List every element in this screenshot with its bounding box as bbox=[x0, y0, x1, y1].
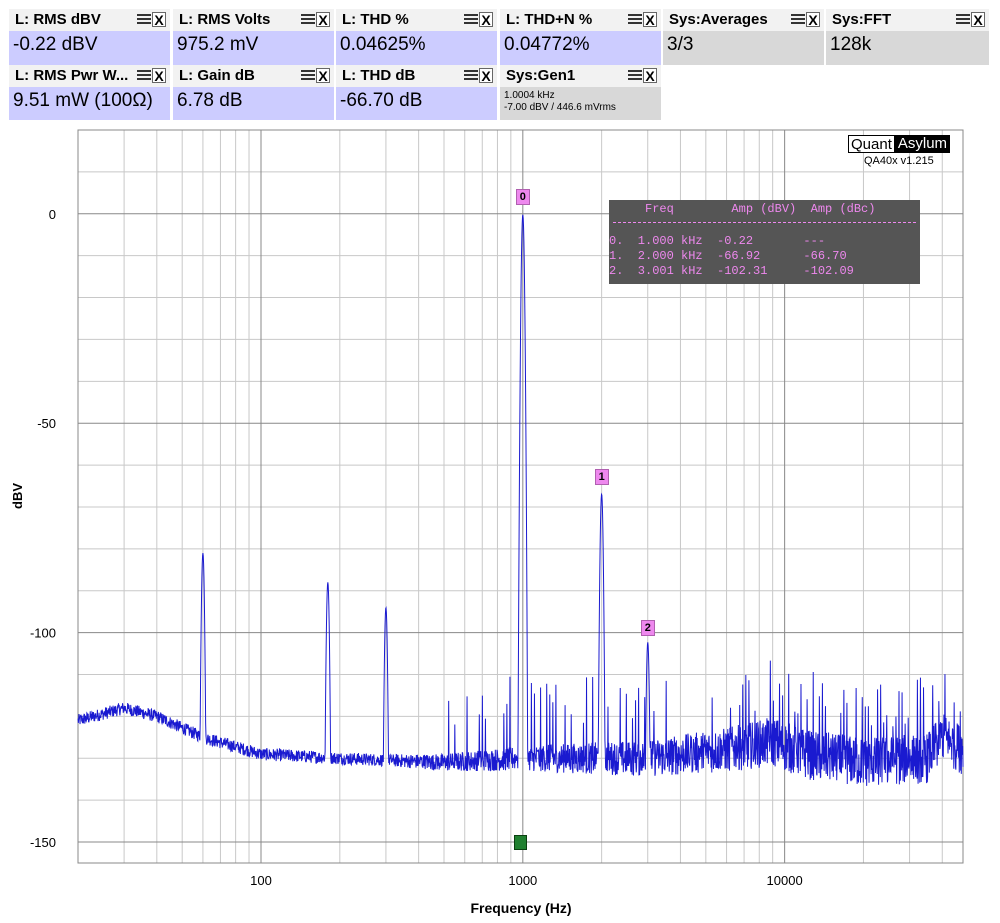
widget-controls: X bbox=[956, 12, 985, 28]
widget-controls: X bbox=[628, 68, 657, 84]
close-icon[interactable]: X bbox=[643, 68, 657, 84]
y-tick-label: -50 bbox=[37, 416, 56, 431]
widget-value: 0.04625% bbox=[336, 31, 497, 65]
menu-icon[interactable] bbox=[628, 68, 642, 82]
widget-title: Sys:FFT X bbox=[826, 9, 989, 31]
widget-rms-dbv[interactable]: L: RMS dBV X -0.22 dBV bbox=[9, 9, 170, 65]
marker-label-1[interactable]: 1 bbox=[594, 469, 609, 486]
widget-controls: X bbox=[464, 68, 493, 84]
widget-thdn-percent[interactable]: L: THD+N % X 0.04772% bbox=[500, 9, 661, 65]
widget-title-label: L: THD+N % bbox=[506, 11, 593, 28]
widget-controls: X bbox=[137, 68, 166, 84]
widget-title: L: THD dB X bbox=[336, 65, 497, 87]
menu-icon[interactable] bbox=[301, 12, 315, 26]
menu-icon[interactable] bbox=[301, 68, 315, 82]
y-tick-label: 0 bbox=[49, 207, 56, 222]
software-version: QA40x v1.215 bbox=[864, 155, 934, 167]
widget-title-label: Sys:FFT bbox=[832, 11, 892, 28]
marker-table-header: Freq Amp (dBV) Amp (dBc) bbox=[609, 202, 876, 216]
widget-title: L: RMS Volts X bbox=[173, 9, 334, 31]
marker-table-divider bbox=[613, 222, 916, 223]
widget-generator[interactable]: Sys:Gen1 X 1.0004 kHz -7.00 dBV / 446.6 … bbox=[500, 65, 661, 120]
widget-value: -0.22 dBV bbox=[9, 31, 170, 65]
menu-icon[interactable] bbox=[628, 12, 642, 26]
widget-value: 6.78 dB bbox=[173, 87, 334, 120]
brand-part2: Asylum bbox=[894, 135, 951, 153]
x-tick-label: 10000 bbox=[767, 873, 803, 888]
brand-logo: Quant Asylum bbox=[848, 135, 951, 153]
widget-value: 975.2 mV bbox=[173, 31, 334, 65]
marker-table-row: 1. 2.000 kHz -66.92 -66.70 bbox=[609, 249, 847, 263]
widget-title: L: THD+N % X bbox=[500, 9, 661, 31]
menu-icon[interactable] bbox=[791, 12, 805, 26]
widget-title: Sys:Averages X bbox=[663, 9, 824, 31]
close-icon[interactable]: X bbox=[152, 12, 166, 28]
generator-level: -7.00 dBV / 446.6 mVrms bbox=[504, 102, 616, 113]
spectrum-trace bbox=[77, 214, 964, 786]
widget-controls: X bbox=[301, 68, 330, 84]
widget-value: 1.0004 kHz -7.00 dBV / 446.6 mVrms bbox=[500, 87, 661, 120]
marker-table-row: 2. 3.001 kHz -102.31 -102.09 bbox=[609, 264, 854, 278]
close-icon[interactable]: X bbox=[479, 68, 493, 84]
menu-icon[interactable] bbox=[137, 12, 151, 26]
widget-controls: X bbox=[464, 12, 493, 28]
widget-title-label: L: Gain dB bbox=[179, 67, 255, 84]
widget-title: Sys:Gen1 X bbox=[500, 65, 661, 87]
y-axis-label: dBV bbox=[10, 483, 25, 509]
widget-controls: X bbox=[301, 12, 330, 28]
widget-rms-power[interactable]: L: RMS Pwr W... X 9.51 mW (100Ω) bbox=[9, 65, 170, 120]
widget-controls: X bbox=[791, 12, 820, 28]
menu-icon[interactable] bbox=[464, 12, 478, 26]
widget-title: L: RMS Pwr W... X bbox=[9, 65, 170, 87]
widget-value: 128k bbox=[826, 31, 989, 65]
menu-icon[interactable] bbox=[464, 68, 478, 82]
close-icon[interactable]: X bbox=[806, 12, 820, 28]
widget-title: L: Gain dB X bbox=[173, 65, 334, 87]
plot-frame bbox=[77, 129, 964, 864]
widget-title-label: L: THD dB bbox=[342, 67, 416, 84]
x-axis-label: Frequency (Hz) bbox=[470, 900, 571, 916]
widget-thd-percent[interactable]: L: THD % X 0.04625% bbox=[336, 9, 497, 65]
y-tick-label: -100 bbox=[30, 626, 56, 641]
brand-part1: Quant bbox=[848, 135, 895, 153]
widget-fft-size[interactable]: Sys:FFT X 128k bbox=[826, 9, 989, 65]
close-icon[interactable]: X bbox=[643, 12, 657, 28]
widget-title: L: THD % X bbox=[336, 9, 497, 31]
y-tick-label: -150 bbox=[30, 835, 56, 850]
marker-table: Freq Amp (dBV) Amp (dBc) 0. 1.000 kHz -0… bbox=[609, 200, 920, 284]
widget-title-label: L: RMS dBV bbox=[15, 11, 101, 28]
widget-averages[interactable]: Sys:Averages X 3/3 bbox=[663, 9, 824, 65]
widget-title-label: L: THD % bbox=[342, 11, 409, 28]
menu-icon[interactable] bbox=[956, 12, 970, 26]
generator-frequency: 1.0004 kHz bbox=[504, 90, 555, 101]
widget-title-label: Sys:Averages bbox=[669, 11, 768, 28]
close-icon[interactable]: X bbox=[152, 68, 166, 84]
close-icon[interactable]: X bbox=[316, 12, 330, 28]
frequency-cursor-handle[interactable] bbox=[514, 835, 527, 850]
close-icon[interactable]: X bbox=[971, 12, 985, 28]
menu-icon[interactable] bbox=[137, 68, 151, 82]
widget-title-label: Sys:Gen1 bbox=[506, 67, 576, 84]
widget-value: 3/3 bbox=[663, 31, 824, 65]
x-tick-label: 1000 bbox=[508, 873, 537, 888]
x-tick-label: 100 bbox=[250, 873, 272, 888]
widget-value: 0.04772% bbox=[500, 31, 661, 65]
close-icon[interactable]: X bbox=[479, 12, 493, 28]
widget-controls: X bbox=[628, 12, 657, 28]
widget-value: 9.51 mW (100Ω) bbox=[9, 87, 170, 120]
marker-table-row: 0. 1.000 kHz -0.22 --- bbox=[609, 234, 826, 248]
widget-rms-volts[interactable]: L: RMS Volts X 975.2 mV bbox=[173, 9, 334, 65]
widget-controls: X bbox=[137, 12, 166, 28]
widget-title: L: RMS dBV X bbox=[9, 9, 170, 31]
close-icon[interactable]: X bbox=[316, 68, 330, 84]
widget-value: -66.70 dB bbox=[336, 87, 497, 120]
marker-label-2[interactable]: 2 bbox=[640, 620, 655, 637]
marker-label-0[interactable]: 0 bbox=[515, 188, 530, 205]
widget-title-label: L: RMS Pwr W... bbox=[15, 67, 129, 84]
widget-gain-db[interactable]: L: Gain dB X 6.78 dB bbox=[173, 65, 334, 120]
widget-title-label: L: RMS Volts bbox=[179, 11, 271, 28]
widget-thd-db[interactable]: L: THD dB X -66.70 dB bbox=[336, 65, 497, 120]
